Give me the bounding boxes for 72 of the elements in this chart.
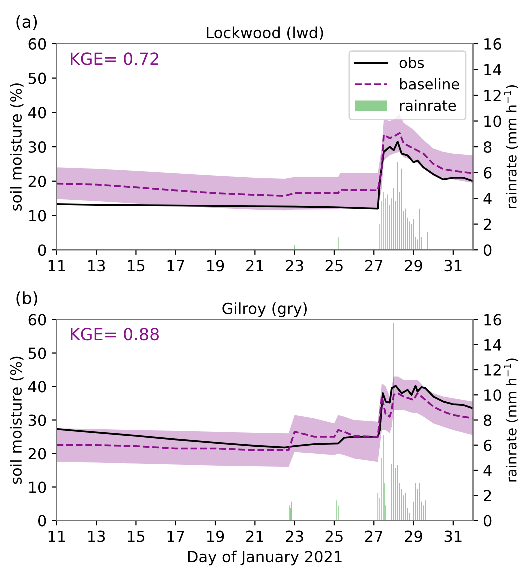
- x-tick-label: 31: [444, 530, 462, 542]
- y2-tick-label: 6: [484, 167, 492, 179]
- x-tick-label: 27: [366, 260, 383, 272]
- chart-title: Gilroy (gry): [222, 302, 307, 318]
- y-tick-label: 10: [29, 210, 46, 222]
- x-axis-title: Day of January 2021: [188, 550, 342, 566]
- y2-tick-label: 8: [484, 414, 492, 426]
- x-tick-label: 13: [88, 530, 106, 542]
- y2-tick-label: 4: [484, 465, 492, 476]
- y-tick-label: 30: [28, 142, 46, 154]
- x-tick-label: 17: [168, 530, 184, 542]
- text: (b): [16, 292, 38, 306]
- annotation: KGE= 0.88: [71, 328, 160, 341]
- x-tick-label: 15: [128, 260, 145, 272]
- y2-axis-title: rainrate (mm h$^{−1}$): [504, 358, 518, 482]
- y2-tick-label: 10: [484, 116, 502, 128]
- line-series: [56, 392, 474, 452]
- y-tick-label: 60: [28, 38, 46, 50]
- legend-label: rainrate: [400, 100, 456, 112]
- x-tick-label: 25: [326, 260, 343, 272]
- x-tick-label: 21: [246, 260, 264, 272]
- y2-axis-title: rainrate (mm h$^{−1}$): [504, 86, 518, 209]
- x-tick-label: 29: [405, 530, 422, 542]
- x-tick-label: 11: [48, 260, 66, 272]
- legend-label: baseline: [400, 78, 460, 90]
- y2-tick-label: 14: [484, 340, 502, 351]
- text: (a): [16, 15, 38, 30]
- y-tick-label: 60: [28, 314, 46, 326]
- x-tick-label: 11: [48, 530, 66, 542]
- y-tick-label: 40: [28, 381, 46, 393]
- y2-tick-label: 6: [484, 440, 492, 452]
- y-axis-title: soil moisture (%): [10, 84, 24, 211]
- y2-tick-label: 16: [484, 314, 502, 326]
- y-tick-label: 50: [28, 348, 46, 360]
- y2-tick-label: 4: [484, 193, 492, 204]
- line-series: [56, 132, 474, 198]
- x-tick-label: 27: [366, 530, 383, 542]
- line-series: [56, 385, 474, 449]
- y2-tick-label: 0: [484, 515, 492, 527]
- y-tick-label: 50: [28, 72, 46, 84]
- y2-tick-label: 12: [484, 90, 501, 102]
- y-axis-title: soil moisture (%): [10, 356, 24, 484]
- y-tick-label: 40: [28, 107, 46, 119]
- line-series: [56, 140, 474, 210]
- x-tick-label: 13: [88, 260, 106, 272]
- annotation: KGE= 0.72: [71, 52, 158, 66]
- y2-tick-label: 2: [484, 490, 492, 502]
- legend-label: obs: [400, 57, 424, 68]
- x-tick-label: 29: [405, 260, 422, 272]
- x-tick-label: 17: [168, 260, 184, 272]
- y-tick-label: 10: [29, 482, 46, 494]
- y2-tick-label: 8: [484, 142, 492, 154]
- x-tick-label: 19: [207, 530, 224, 542]
- y-tick-label: 0: [38, 515, 46, 527]
- x-tick-label: 31: [444, 260, 462, 272]
- x-tick-label: 23: [286, 260, 304, 272]
- y2-tick-label: 12: [484, 364, 501, 376]
- y-tick-label: 0: [38, 244, 46, 256]
- x-tick-label: 19: [207, 260, 224, 272]
- x-tick-label: 15: [128, 530, 145, 542]
- y-tick-label: 30: [28, 414, 46, 426]
- y2-tick-label: 0: [484, 244, 492, 256]
- y2-tick-label: 10: [484, 390, 502, 402]
- y2-tick-label: 14: [484, 64, 502, 76]
- y2-tick-label: 16: [484, 38, 502, 50]
- x-tick-label: 25: [326, 530, 343, 542]
- x-tick-label: 23: [286, 530, 304, 542]
- y-tick-label: 20: [28, 176, 46, 188]
- y-tick-label: 20: [28, 448, 46, 460]
- y2-tick-label: 2: [484, 218, 492, 230]
- chart-title: Lockwood (lwd): [207, 26, 324, 40]
- x-tick-label: 21: [246, 530, 264, 542]
